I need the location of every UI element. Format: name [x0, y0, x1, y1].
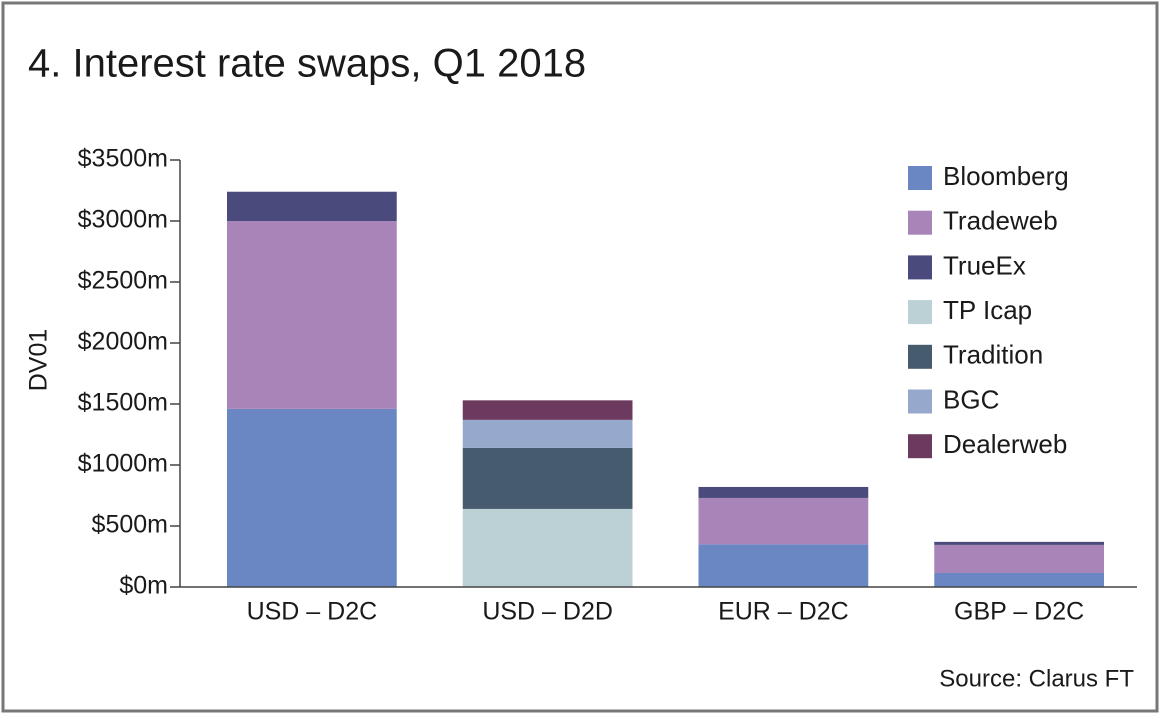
y-tick-label: $1000m	[78, 450, 168, 478]
x-tick-label: EUR – D2C	[718, 598, 849, 626]
y-axis-label: DV01	[25, 329, 53, 392]
bar-segment	[934, 541, 1104, 545]
y-tick-label: $1500m	[78, 389, 168, 417]
bar-segment	[462, 447, 633, 509]
y-tick-label: $3500m	[78, 145, 168, 173]
bar-segment	[227, 221, 397, 409]
y-tick-label: $500m	[92, 511, 168, 539]
bar-segment	[934, 572, 1104, 587]
y-tick-label: $2500m	[78, 267, 168, 295]
legend-swatch	[908, 166, 932, 190]
bar-segment	[227, 408, 397, 587]
legend-swatch	[908, 300, 932, 325]
bar-segment	[698, 486, 869, 498]
legend-label: Bloomberg	[943, 161, 1069, 191]
legend-swatch	[908, 210, 932, 235]
y-tick-label: $2000m	[78, 328, 168, 356]
legend-label: Tradeweb	[943, 206, 1058, 236]
bar-segment	[698, 544, 869, 587]
bar-segment	[462, 419, 633, 448]
bar-segment	[698, 497, 869, 545]
bar-segment	[462, 400, 633, 420]
legend-label: BGC	[943, 384, 999, 414]
source: Source: Clarus FT	[939, 665, 1134, 692]
legend-swatch	[908, 344, 932, 369]
y-tick-label: $0m	[119, 572, 168, 600]
x-tick-label: USD – D2D	[482, 598, 613, 626]
legend-label: TP Icap	[943, 295, 1032, 325]
bar-segment	[227, 191, 397, 221]
legend-swatch	[908, 389, 932, 414]
legend-label: Tradition	[943, 340, 1043, 370]
legend-label: TrueEx	[943, 250, 1026, 280]
legend-swatch	[908, 255, 932, 280]
x-tick-label: USD – D2C	[247, 598, 378, 626]
x-tick-label: GBP – D2C	[954, 598, 1084, 626]
y-tick-label: $3000m	[78, 206, 168, 234]
chart-title: 4. Interest rate swaps, Q1 2018	[28, 42, 586, 86]
legend-label: Dealerweb	[943, 429, 1067, 459]
legend-swatch	[908, 434, 932, 459]
bar-segment	[934, 544, 1104, 573]
bar-segment	[462, 508, 633, 587]
